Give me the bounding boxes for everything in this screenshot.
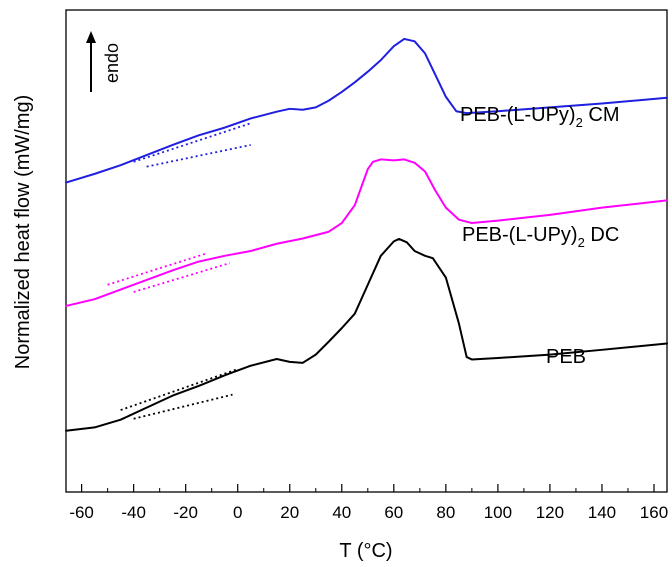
up-arrow-icon (86, 31, 96, 43)
series-line-2 (65, 237, 668, 432)
x-tick-label: 0 (233, 503, 242, 522)
series-label-dc: PEB-(L-UPy)2 DC (462, 224, 619, 250)
plot-area (65, 9, 668, 493)
baseline-guide-1-0 (107, 252, 207, 286)
series-label-peb: PEB (546, 346, 586, 368)
x-tick-label: -40 (121, 503, 146, 522)
x-tick-label: 100 (484, 503, 512, 522)
baseline-guide-2-0 (120, 368, 239, 411)
endo-annotation: endo (86, 31, 122, 92)
x-tick-label: 40 (332, 503, 351, 522)
baseline-guide-2-1 (133, 393, 233, 420)
x-axis-title: T (°C) (339, 540, 392, 562)
plot-frame (65, 9, 668, 493)
x-axis-ticks: -60 -40 -20 0 20 40 60 80 100 120 140 160 (69, 484, 668, 522)
x-tick-label: -20 (173, 503, 198, 522)
y-axis-title: Normalized heat flow (mW/mg) (12, 95, 34, 370)
x-tick-label: 120 (536, 503, 564, 522)
series-line-0 (65, 37, 668, 184)
x-tick-label: 60 (384, 503, 403, 522)
x-tick-label: 80 (436, 503, 455, 522)
baseline-guide-1-1 (133, 262, 231, 293)
x-tick-label: 20 (280, 503, 299, 522)
series-line-1 (65, 158, 668, 307)
baseline-guide-0-0 (133, 122, 252, 163)
series-label-cm: PEB-(L-UPy)2 CM (460, 104, 619, 130)
x-tick-label: 140 (588, 503, 616, 522)
x-tick-label: 160 (640, 503, 668, 522)
series-labels: PEB-(L-UPy)2 CM PEB-(L-UPy)2 DC PEB (460, 104, 619, 368)
endo-label: endo (102, 43, 122, 83)
x-tick-label: -60 (69, 503, 94, 522)
